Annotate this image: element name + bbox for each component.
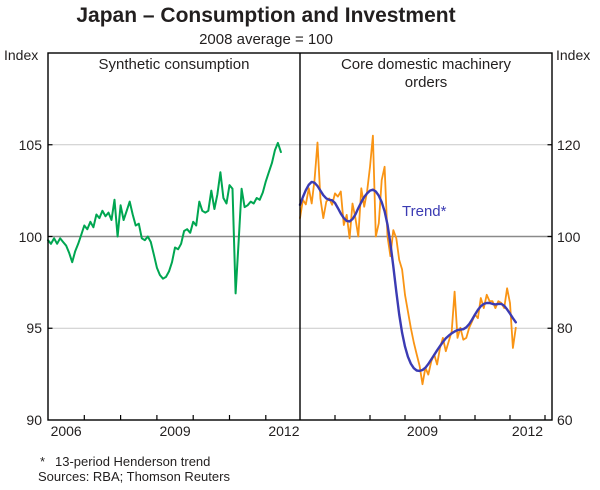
right-axis-unit-label: Index (556, 47, 591, 63)
right-panel-title-line2: orders (404, 74, 448, 91)
x-axis-year-label: 2009 (406, 423, 439, 439)
footnote-trend: * 13-period Henderson trend (40, 454, 210, 469)
left-axis-tick-label: 105 (18, 136, 42, 153)
left-axis-tick-label: 100 (18, 228, 42, 245)
x-axis-year-label: 2012 (268, 423, 300, 439)
right-axis-tick-label: 80 (557, 320, 573, 337)
right-axis-tick-label: 60 (557, 412, 573, 428)
right-panel-title: Core domestic machinery orders (300, 56, 552, 92)
left-axis-tick-label: 95 (26, 320, 42, 337)
trend-annotation: Trend* (402, 203, 447, 220)
footnote-sources: Sources: RBA; Thomson Reuters (38, 469, 230, 484)
left-axis-tick-label: 90 (26, 412, 42, 428)
right-axis-tick-label: 100 (557, 228, 581, 245)
x-axis-year-label: 2006 (50, 423, 82, 439)
chart-title: Japan – Consumption and Investment (76, 4, 456, 27)
footnote-asterisk: * (40, 454, 46, 469)
x-axis-year-label: 2009 (159, 423, 191, 439)
chart-subtitle: 2008 average = 100 (199, 31, 333, 48)
series-line-orders_orange (299, 134, 517, 386)
right-axis-tick-label: 120 (557, 136, 581, 153)
footnote-text: 13-period Henderson trend (55, 454, 211, 469)
left-axis-unit-label: Index (4, 47, 39, 63)
right-panel-title-line1: Core domestic machinery (340, 56, 512, 73)
left-panel-title: Synthetic consumption (98, 56, 250, 73)
x-axis-year-label: 2012 (511, 423, 544, 439)
series-line-consumption_green (47, 141, 282, 295)
series-line-trend_blue (298, 180, 517, 373)
